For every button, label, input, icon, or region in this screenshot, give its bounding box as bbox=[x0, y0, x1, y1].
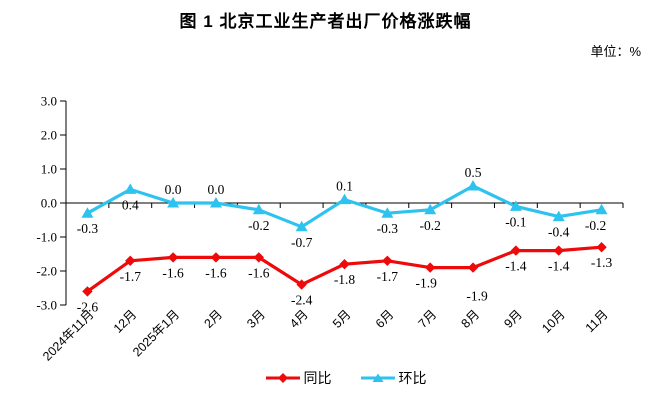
x-axis-label: 9月 bbox=[501, 307, 525, 331]
y-axis-tick-label: 2.0 bbox=[41, 128, 57, 143]
triangle-marker-icon bbox=[467, 180, 480, 191]
chart-legend: 同比 环比 bbox=[20, 368, 651, 388]
data-label-yoy: -1.7 bbox=[377, 269, 399, 284]
triangle-marker-icon bbox=[252, 203, 265, 215]
diamond-marker-icon bbox=[553, 245, 564, 256]
data-label-yoy: -1.6 bbox=[162, 265, 184, 280]
triangle-marker-icon bbox=[167, 197, 180, 208]
y-axis-tick-label: 3.0 bbox=[41, 94, 57, 109]
diamond-marker-icon bbox=[424, 262, 436, 273]
data-label-yoy: -1.3 bbox=[591, 255, 613, 270]
data-label-mom: -0.1 bbox=[505, 214, 526, 229]
legend-item-yoy: 同比 bbox=[265, 368, 332, 388]
x-axis-label: 7月 bbox=[416, 307, 440, 331]
data-label-yoy: -2.6 bbox=[77, 299, 99, 314]
data-label-mom: 0.5 bbox=[465, 165, 482, 180]
triangle-marker-icon bbox=[338, 193, 351, 205]
diamond-marker-icon bbox=[82, 286, 93, 297]
data-label-mom: 0.0 bbox=[208, 182, 225, 197]
diamond-marker-icon bbox=[339, 259, 350, 270]
diamond-marker-icon bbox=[596, 242, 607, 253]
x-axis-label: 4月 bbox=[287, 307, 311, 331]
data-label-mom: -0.2 bbox=[248, 218, 269, 233]
y-axis-tick-label: -2.0 bbox=[36, 264, 57, 279]
data-label-yoy: -1.9 bbox=[416, 276, 438, 291]
data-label-yoy: -1.7 bbox=[120, 269, 142, 284]
triangle-marker-icon bbox=[124, 183, 137, 194]
data-label-yoy: -1.6 bbox=[248, 265, 270, 280]
data-label-mom: -0.3 bbox=[377, 221, 399, 236]
x-axis-label: 2025年1月 bbox=[130, 307, 182, 359]
triangle-marker-icon bbox=[595, 203, 608, 215]
data-label-yoy: -1.8 bbox=[334, 272, 356, 287]
data-label-mom: -0.2 bbox=[585, 218, 606, 233]
data-label-mom: -0.7 bbox=[291, 235, 313, 250]
data-label-mom: -0.2 bbox=[420, 218, 441, 233]
unit-label: 单位：% bbox=[590, 44, 641, 59]
x-axis-label: 5月 bbox=[330, 307, 354, 331]
diamond-marker-icon bbox=[382, 255, 393, 266]
x-axis-label: 12月 bbox=[111, 307, 140, 336]
yoy-series-marker-icon bbox=[265, 373, 300, 383]
diamond-marker-icon bbox=[296, 279, 307, 290]
data-label-mom: 0.4 bbox=[122, 197, 139, 212]
data-label-yoy: -1.6 bbox=[205, 265, 227, 280]
chart-title: 图 1 北京工业生产者出厂价格涨跌幅 bbox=[179, 12, 472, 31]
x-axis-label: 10月 bbox=[539, 307, 568, 336]
triangle-marker-icon bbox=[381, 207, 394, 218]
x-axis-label: 2月 bbox=[201, 307, 225, 331]
data-label-mom: -0.3 bbox=[77, 221, 99, 236]
legend-item-mom: 环比 bbox=[360, 368, 427, 388]
data-label-mom: 0.1 bbox=[336, 179, 353, 194]
diamond-marker-icon bbox=[510, 245, 522, 256]
triangle-marker-icon bbox=[552, 210, 565, 222]
triangle-marker-icon bbox=[509, 200, 522, 211]
legend-label-yoy: 同比 bbox=[303, 370, 332, 386]
data-label-mom: 0.0 bbox=[165, 182, 182, 197]
diamond-marker-icon bbox=[125, 255, 136, 266]
diamond-marker-icon bbox=[467, 262, 479, 273]
data-label-yoy: -2.4 bbox=[291, 293, 313, 308]
x-axis-label: 3月 bbox=[244, 307, 268, 331]
triangle-marker-icon bbox=[295, 220, 308, 232]
diamond-marker-icon bbox=[167, 252, 179, 263]
x-axis-label: 6月 bbox=[373, 307, 397, 331]
y-axis-tick-label: -1.0 bbox=[36, 230, 57, 245]
diamond-marker-icon bbox=[253, 252, 265, 263]
triangle-marker-icon bbox=[209, 197, 222, 208]
diamond-marker-icon bbox=[210, 252, 222, 263]
y-axis-tick-label: -3.0 bbox=[36, 298, 57, 313]
data-label-mom: -0.4 bbox=[548, 225, 570, 240]
data-label-yoy: -1.9 bbox=[466, 289, 488, 304]
x-axis-label: 2024年11月 bbox=[40, 307, 96, 363]
y-axis-tick-label: 1.0 bbox=[41, 162, 57, 177]
x-axis-label: 8月 bbox=[459, 307, 483, 331]
mom-series-marker-icon bbox=[360, 373, 395, 382]
data-label-yoy: -1.4 bbox=[548, 259, 570, 274]
y-axis-tick-label: 0.0 bbox=[41, 196, 57, 211]
triangle-marker-icon bbox=[81, 207, 94, 218]
x-axis-label: 11月 bbox=[583, 307, 611, 335]
legend-label-mom: 环比 bbox=[398, 370, 427, 386]
triangle-marker-icon bbox=[424, 203, 437, 215]
data-label-yoy: -1.4 bbox=[505, 259, 527, 274]
